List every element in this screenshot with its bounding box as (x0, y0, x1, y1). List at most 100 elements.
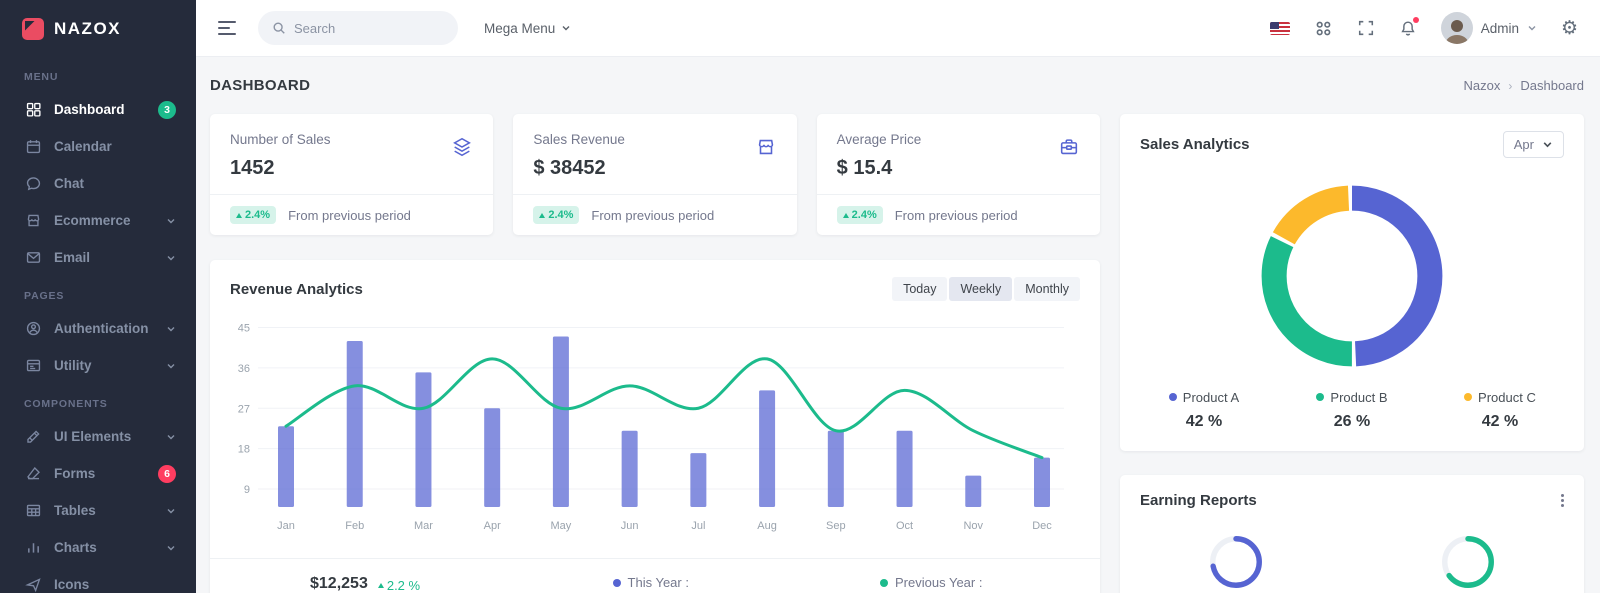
revenue-analytics-title: Revenue Analytics (230, 280, 363, 298)
revenue-footer: $12,253 2.2 % This Year : Previous Year … (210, 558, 1100, 593)
breadcrumb-home[interactable]: Nazox (1463, 78, 1501, 93)
icons-icon (24, 576, 42, 593)
legend-product-c: Product C 42 % (1426, 388, 1574, 431)
svg-text:Feb: Feb (345, 520, 364, 532)
settings-gear-icon[interactable]: ⚙ (1560, 17, 1578, 39)
mega-menu-button[interactable]: Mega Menu (484, 21, 571, 36)
delta-badge: 2.4% (230, 206, 277, 224)
calendar-icon (24, 138, 42, 156)
legend-value: 26 % (1333, 413, 1371, 430)
legend-value: 42 % (1481, 413, 1519, 430)
stat-card-number-of-sales: Number of Sales 1452 2.4% From previous … (210, 114, 494, 235)
sidebar-item-dashboard[interactable]: Dashboard 3 (0, 91, 196, 128)
chevron-down-icon (166, 216, 176, 226)
sidebar-item-forms[interactable]: Forms 6 (0, 455, 196, 492)
sidebar-item-charts[interactable]: Charts (0, 529, 196, 566)
range-button-today[interactable]: Today (892, 277, 948, 301)
page-title: DASHBOARD (210, 77, 311, 94)
svg-text:Apr: Apr (484, 520, 501, 532)
svg-text:May: May (551, 520, 572, 532)
svg-text:Dec: Dec (1032, 520, 1052, 532)
svg-text:Aug: Aug (757, 520, 777, 532)
brand-logo[interactable]: NAZOX (0, 0, 196, 57)
svg-text:Jan: Jan (277, 520, 295, 532)
legend-dot (880, 578, 889, 587)
stat-note: From previous period (591, 207, 715, 223)
stat-value: $ 38452 (533, 157, 606, 179)
sidebar-item-icons[interactable]: Icons (0, 566, 196, 593)
apps-grid-icon[interactable] (1314, 19, 1333, 38)
user-menu[interactable]: Admin (1440, 12, 1537, 44)
sidebar-item-label: Icons (54, 577, 90, 592)
sidebar-item-label: Utility (54, 358, 92, 373)
topbar: Mega Menu Admin ⚙ (196, 0, 1600, 57)
table-icon (24, 502, 42, 520)
chevron-down-icon (166, 432, 176, 442)
stat-title: Average Price (836, 132, 922, 147)
stat-card-sales-revenue: Sales Revenue $ 38452 2.4% From previous… (513, 114, 797, 235)
svg-text:36: 36 (238, 363, 250, 375)
sidebar-item-label: Ecommerce (54, 213, 131, 228)
revenue-amount: $12,253 (310, 575, 368, 592)
fullscreen-icon[interactable] (1357, 19, 1375, 37)
chevron-down-icon (1542, 139, 1553, 150)
revenue-combo-chart: 9 18 27 36 45 Jan Feb Mar Apr May Jun Jul Aug Sep Oct N… (210, 309, 1100, 550)
search-input[interactable] (294, 20, 434, 36)
svg-text:18: 18 (238, 444, 250, 456)
svg-text:Jul: Jul (691, 520, 705, 532)
chevron-down-icon (166, 361, 176, 371)
range-button-weekly[interactable]: Weekly (949, 277, 1013, 301)
tools-icon (24, 428, 42, 446)
sidebar-item-utility[interactable]: Utility (0, 347, 196, 384)
breadcrumb: Nazox › Dashboard (1464, 78, 1584, 93)
earning-reports-card: Earning Reports Weekly Earnings Monthly … (1120, 475, 1584, 593)
search-icon (272, 21, 286, 35)
dashboard-badge: 3 (158, 100, 176, 119)
sidebar-item-calendar[interactable]: Calendar (0, 128, 196, 165)
chevron-down-icon (166, 543, 176, 553)
notifications-bell-icon[interactable] (1399, 16, 1419, 38)
legend-product-b: Product B 26 % (1278, 388, 1426, 431)
store-icon (24, 212, 42, 230)
svg-text:Oct: Oct (896, 520, 913, 532)
month-select[interactable]: Apr (1502, 131, 1564, 158)
chevron-down-icon (166, 506, 176, 516)
sidebar-item-tables[interactable]: Tables (0, 492, 196, 529)
sidebar-item-authentication[interactable]: Authentication (0, 310, 196, 347)
sidebar-item-label: Dashboard (54, 102, 125, 117)
stat-note: From previous period (894, 207, 1018, 223)
revenue-delta: 2.2 % (377, 578, 420, 593)
breadcrumb-separator: › (1508, 78, 1513, 93)
language-flag-icon[interactable] (1269, 21, 1290, 35)
briefcase-icon (1058, 136, 1080, 158)
sidebar-item-email[interactable]: Email (0, 239, 196, 276)
svg-text:9: 9 (244, 484, 250, 496)
sidebar-item-label: Forms (54, 466, 96, 481)
weekly-earnings-radial: Weekly Earnings (1120, 531, 1352, 593)
brand-name: NAZOX (54, 18, 121, 38)
menu-toggle-icon[interactable] (218, 21, 236, 35)
sidebar-item-label: Chat (54, 176, 84, 191)
mail-icon (24, 249, 42, 267)
stack-icon (451, 136, 473, 158)
account-icon (24, 320, 42, 338)
sidebar-item-chat[interactable]: Chat (0, 165, 196, 202)
stat-title: Sales Revenue (533, 132, 625, 147)
sidebar-item-label: Email (54, 250, 91, 265)
arrow-up-icon (842, 212, 849, 218)
revenue-analytics-card: Revenue Analytics Today Weekly Monthly 9… (210, 260, 1100, 593)
sidebar-item-ecommerce[interactable]: Ecommerce (0, 202, 196, 239)
legend-this-year: This Year : (511, 575, 792, 590)
sales-legend: Product A 42 % Product B 26 % Product C … (1120, 384, 1584, 451)
sidebar-section-pages: PAGES (24, 290, 65, 302)
more-options-icon[interactable] (1561, 494, 1564, 507)
sales-analytics-title: Sales Analytics (1140, 136, 1250, 153)
search-box (258, 11, 458, 45)
legend-previous-year: Previous Year : (791, 575, 1072, 590)
sidebar-item-label: UI Elements (54, 429, 132, 444)
sidebar-item-label: Tables (54, 503, 96, 518)
utility-icon (24, 357, 42, 375)
svg-text:Mar: Mar (414, 520, 433, 532)
range-button-monthly[interactable]: Monthly (1014, 277, 1080, 301)
sidebar-item-ui-elements[interactable]: UI Elements (0, 418, 196, 455)
